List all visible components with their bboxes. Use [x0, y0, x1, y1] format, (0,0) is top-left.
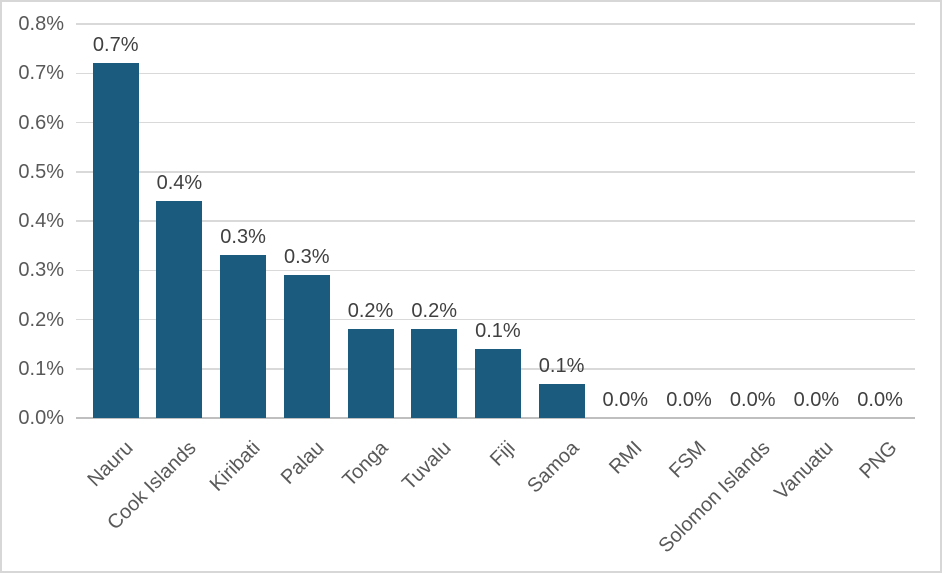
- bar-value-label-vanuatu: 0.0%: [793, 389, 840, 411]
- bar-tuvalu: [411, 329, 458, 418]
- bar-samoa: [538, 383, 585, 418]
- y-axis-tick-label: 0.2%: [18, 308, 64, 331]
- bar-value-label-kiribati: 0.3%: [220, 226, 266, 249]
- y-axis-tick-label: 0.1%: [18, 357, 64, 380]
- bar-palau: [283, 275, 330, 418]
- y-axis-tick-label: 0.4%: [18, 210, 64, 232]
- y-axis-tick-label: 0.8%: [18, 13, 64, 35]
- gridline: [76, 269, 915, 271]
- bar-value-label-tuvalu: 0.2%: [411, 300, 457, 323]
- gridline: [76, 72, 915, 74]
- gridline: [76, 23, 915, 25]
- gridline: [76, 121, 915, 124]
- bar-value-label-fsm: 0.0%: [666, 389, 712, 411]
- x-axis-line: [76, 417, 915, 419]
- bar-value-label-samoa: 0.1%: [538, 354, 585, 377]
- bar-value-label-solomon-islands: 0.0%: [729, 389, 776, 411]
- bar-value-label-tonga: 0.2%: [347, 300, 394, 323]
- bar-kiribati: [220, 255, 267, 418]
- y-axis-tick-label: 0.3%: [18, 259, 64, 282]
- bar-value-label-nauru: 0.7%: [92, 34, 139, 57]
- bar-value-label-cook-islands: 0.4%: [156, 172, 203, 195]
- bar-nauru: [92, 63, 139, 418]
- gridline: [76, 318, 915, 321]
- bar-tonga: [347, 329, 394, 418]
- bar-cook-islands: [156, 201, 203, 418]
- y-axis-tick-label: 0.5%: [18, 160, 64, 183]
- bar-value-label-fiji: 0.1%: [475, 320, 521, 343]
- gridline: [76, 171, 915, 173]
- y-axis-tick-label: 0.7%: [18, 62, 64, 85]
- bar-value-label-palau: 0.3%: [284, 246, 330, 269]
- gridline: [76, 220, 915, 222]
- bar-value-label-png: 0.0%: [857, 389, 903, 411]
- bar-fiji: [474, 349, 521, 418]
- y-axis-tick-label: 0.0%: [18, 407, 64, 429]
- y-axis-tick-label: 0.6%: [18, 111, 64, 134]
- bar-value-label-rmi: 0.0%: [602, 389, 649, 411]
